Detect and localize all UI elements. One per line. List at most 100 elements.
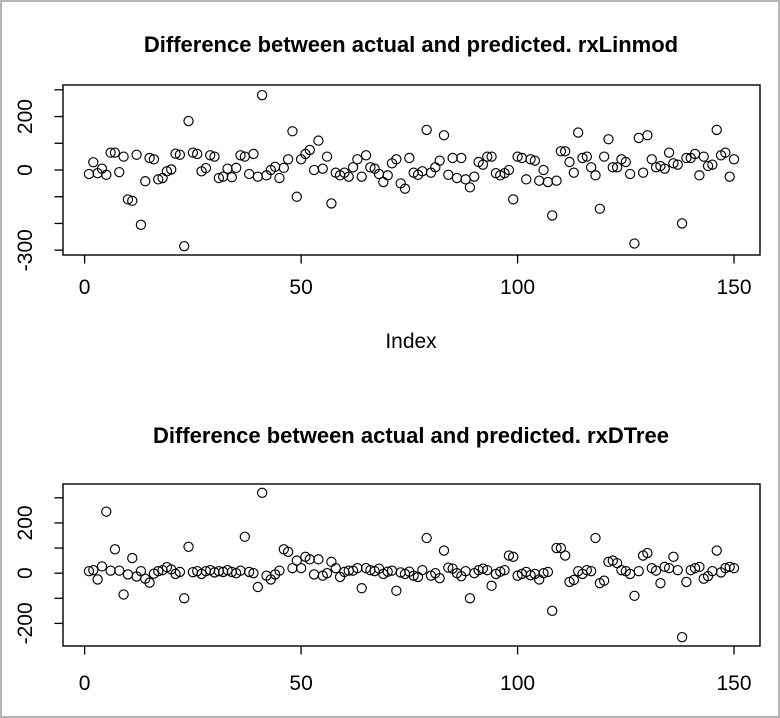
data-point (611, 162, 623, 173)
plot-box (62, 483, 761, 647)
data-point (572, 127, 584, 138)
data-point (555, 146, 567, 157)
data-point (421, 124, 432, 136)
data-point (676, 632, 688, 643)
data-point (122, 569, 134, 580)
data-point (256, 89, 268, 101)
data-point (114, 166, 125, 178)
data-point (330, 562, 341, 574)
data-point (118, 151, 129, 162)
data-point (317, 163, 328, 174)
data-point (391, 585, 402, 596)
data-point (205, 150, 216, 161)
data-point (274, 172, 285, 184)
data-point (711, 545, 722, 556)
data-point (326, 198, 337, 209)
data-point (724, 561, 735, 573)
data-point (720, 147, 731, 158)
data-point (252, 171, 263, 182)
data-point (274, 565, 285, 576)
y-tick-label: 0 (14, 567, 37, 579)
data-point (308, 164, 320, 176)
data-point (105, 565, 116, 576)
data-point (321, 151, 333, 162)
y-tick-label: 0 (14, 164, 37, 176)
data-point (486, 580, 497, 591)
data-point (127, 195, 138, 206)
data-point (88, 564, 99, 576)
data-point (728, 154, 740, 165)
data-point (321, 567, 333, 579)
data-point (542, 566, 554, 578)
data-point (724, 171, 735, 182)
data-point (512, 570, 523, 581)
data-point (560, 146, 571, 157)
data-point (663, 147, 675, 158)
data-point (642, 547, 653, 559)
data-point (144, 577, 155, 588)
x-axis-label: Index (385, 330, 437, 353)
data-point (633, 132, 644, 144)
data-point (404, 152, 415, 164)
data-point (525, 154, 536, 165)
data-point (646, 154, 657, 165)
data-point (153, 565, 164, 577)
plot2-points (83, 487, 740, 643)
data-point (694, 561, 705, 573)
data-point (170, 148, 181, 159)
data-point (547, 605, 558, 617)
data-point (378, 176, 389, 188)
data-point (148, 154, 160, 165)
data-point (590, 532, 601, 544)
x-tick-label: 100 (500, 672, 535, 695)
data-point (291, 191, 302, 202)
data-point (464, 593, 476, 604)
x-tick-label: 0 (79, 276, 91, 299)
data-point (83, 168, 95, 180)
data-point (438, 545, 450, 556)
data-point (542, 176, 554, 188)
data-point (620, 156, 631, 168)
plot-box (62, 84, 761, 256)
data-point (538, 567, 549, 579)
data-point (547, 210, 558, 221)
data-point (200, 162, 212, 174)
data-point (495, 566, 506, 577)
data-point (469, 171, 480, 182)
data-point (655, 578, 666, 589)
plot2-axes: 200 0 -200 0 50 100 150 (14, 483, 761, 695)
data-point (538, 164, 549, 176)
data-point (352, 154, 363, 165)
data-point (668, 158, 679, 169)
data-point (140, 176, 151, 187)
data-point (278, 162, 289, 174)
x-tick-label: 100 (500, 276, 535, 299)
data-point (482, 151, 493, 162)
data-point (248, 567, 259, 579)
data-point (114, 565, 125, 576)
data-point (399, 183, 411, 194)
x-tick-label: 50 (289, 672, 312, 695)
data-point (166, 164, 177, 175)
data-point (243, 566, 255, 578)
data-point (568, 167, 580, 178)
data-point (451, 172, 463, 184)
data-point (118, 589, 129, 600)
data-point (408, 570, 419, 581)
data-point (360, 150, 372, 161)
data-point (603, 134, 614, 145)
data-point (629, 238, 640, 249)
data-point (568, 574, 580, 586)
y-tick-label: 200 (14, 505, 37, 540)
figure-rxdtree: Difference between actual and predicted.… (14, 423, 761, 695)
data-point (326, 556, 337, 568)
data-point (230, 162, 242, 174)
data-point (698, 151, 709, 162)
data-point (356, 171, 367, 182)
data-point (585, 162, 597, 173)
data-point (252, 581, 263, 593)
data-point (503, 164, 515, 176)
data-point (83, 565, 95, 577)
y-tick-label: 200 (14, 99, 37, 134)
